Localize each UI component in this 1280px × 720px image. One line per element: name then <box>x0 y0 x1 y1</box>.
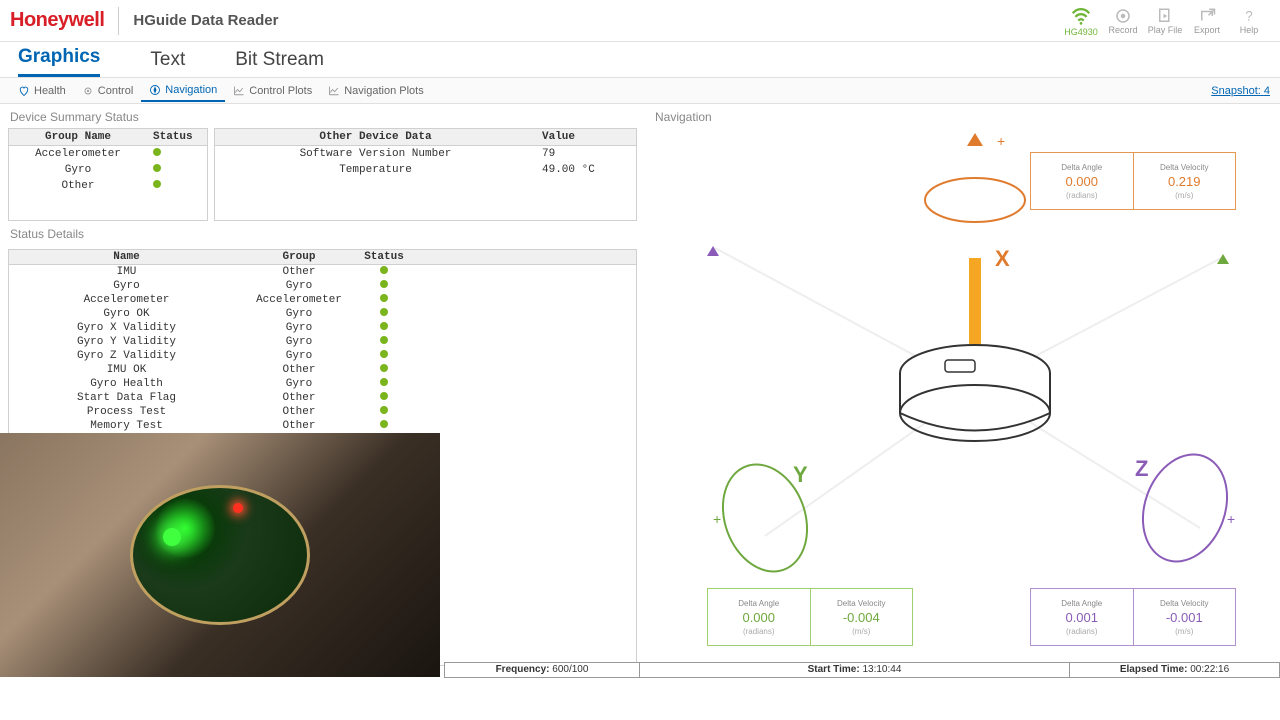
col-group-name: Group Name <box>9 129 147 145</box>
table-row: Software Version Number79 <box>215 146 636 162</box>
app-title: HGuide Data Reader <box>133 12 278 29</box>
subtab-control-plots[interactable]: Control Plots <box>225 81 320 101</box>
table-row: Gyro X ValidityGyro <box>9 321 636 335</box>
svg-text:+: + <box>1227 511 1235 527</box>
chart-icon <box>328 85 340 97</box>
wifi-status[interactable]: HG4930 <box>1060 3 1102 39</box>
y-delta-velocity: -0.004 <box>843 610 880 625</box>
table-row: Other <box>9 178 207 194</box>
record-button[interactable]: Record <box>1102 3 1144 39</box>
y-axis-label: Y <box>793 462 808 488</box>
wifi-icon <box>1070 5 1092 27</box>
z-axis-label: Z <box>1135 456 1148 482</box>
summary-table: Group Name Status AccelerometerGyroOther <box>8 128 208 221</box>
table-row: AccelerometerAccelerometer <box>9 293 636 307</box>
y-delta-angle: 0.000 <box>742 610 775 625</box>
y-value-card: Delta Angle 0.000 (radians) Delta Veloci… <box>707 588 913 646</box>
frequency-cell: Frequency: 600/100 <box>444 662 640 678</box>
table-row: Accelerometer <box>9 146 207 162</box>
right-column: Navigation + + + <box>645 104 1280 666</box>
table-row: Memory TestOther <box>9 419 636 433</box>
help-icon: ? <box>1240 7 1258 25</box>
x-axis-label: X <box>995 246 1010 272</box>
x-value-card: Delta Angle 0.000 (radians) Delta Veloci… <box>1030 152 1236 210</box>
tab-text[interactable]: Text <box>150 49 185 77</box>
compass-icon <box>149 84 161 96</box>
table-row: Start Data FlagOther <box>9 391 636 405</box>
svg-text:+: + <box>713 511 721 527</box>
status-bar: Frequency: 600/100 Start Time: 13:10:44 … <box>444 662 1280 678</box>
device-camera-feed <box>0 433 440 677</box>
table-row: Gyro OKGyro <box>9 307 636 321</box>
table-row: Gyro Z ValidityGyro <box>9 349 636 363</box>
app-header: Honeywell HGuide Data Reader HG4930 Reco… <box>0 0 1280 42</box>
play-icon <box>1156 7 1174 25</box>
col-other-data: Other Device Data <box>215 129 536 145</box>
subtab-navigation-plots[interactable]: Navigation Plots <box>320 81 432 101</box>
x-delta-velocity: 0.219 <box>1168 174 1201 189</box>
subtab-control[interactable]: Control <box>74 81 141 101</box>
col-status: Status <box>354 250 414 264</box>
tab-graphics[interactable]: Graphics <box>18 46 100 77</box>
x-delta-angle: 0.000 <box>1065 174 1098 189</box>
navigation-title: Navigation <box>645 104 1280 128</box>
export-icon <box>1198 7 1216 25</box>
divider <box>118 7 119 35</box>
device-summary-title: Device Summary Status <box>0 104 645 128</box>
start-time-cell: Start Time: 13:10:44 <box>640 662 1070 678</box>
red-led-icon <box>233 503 243 513</box>
status-details-title: Status Details <box>0 221 645 245</box>
col-value: Value <box>536 129 636 145</box>
col-group: Group <box>244 250 354 264</box>
subtab-health[interactable]: Health <box>10 81 74 101</box>
other-data-table: Other Device Data Value Software Version… <box>214 128 637 221</box>
elapsed-time-cell: Elapsed Time: 00:22:16 <box>1070 662 1280 678</box>
svg-text:+: + <box>997 133 1005 149</box>
device-label: HG4930 <box>1064 27 1098 37</box>
svg-text:?: ? <box>1245 8 1253 23</box>
header-toolbar: HG4930 Record Play File Export ? Help <box>1060 3 1270 39</box>
gear-icon <box>82 85 94 97</box>
navigation-visualization: + + + X Y Z <box>645 128 1280 663</box>
table-row: Gyro Y ValidityGyro <box>9 335 636 349</box>
z-value-card: Delta Angle 0.001 (radians) Delta Veloci… <box>1030 588 1236 646</box>
table-row: Gyro <box>9 162 207 178</box>
play-file-button[interactable]: Play File <box>1144 3 1186 39</box>
table-row: IMUOther <box>9 265 636 279</box>
col-name: Name <box>9 250 244 264</box>
col-status: Status <box>147 129 207 145</box>
table-row: GyroGyro <box>9 279 636 293</box>
tab-bitstream[interactable]: Bit Stream <box>235 49 324 77</box>
z-delta-angle: 0.001 <box>1065 610 1098 625</box>
chart-icon <box>233 85 245 97</box>
snapshot-link[interactable]: Snapshot: 4 <box>1211 85 1270 97</box>
sub-tabs: Health Control Navigation Control Plots … <box>0 78 1280 104</box>
table-row: IMU OKOther <box>9 363 636 377</box>
table-row: Process TestOther <box>9 405 636 419</box>
heart-icon <box>18 85 30 97</box>
record-icon <box>1114 7 1132 25</box>
green-led-icon <box>163 528 181 546</box>
export-button[interactable]: Export <box>1186 3 1228 39</box>
table-row: Gyro HealthGyro <box>9 377 636 391</box>
subtab-navigation[interactable]: Navigation <box>141 80 225 102</box>
help-button[interactable]: ? Help <box>1228 3 1270 39</box>
main-tabs: Graphics Text Bit Stream <box>0 42 1280 78</box>
brand-logo: Honeywell <box>10 9 104 32</box>
z-delta-velocity: -0.001 <box>1166 610 1203 625</box>
table-row: Temperature49.00 °C <box>215 162 636 178</box>
circuit-board <box>130 485 310 625</box>
